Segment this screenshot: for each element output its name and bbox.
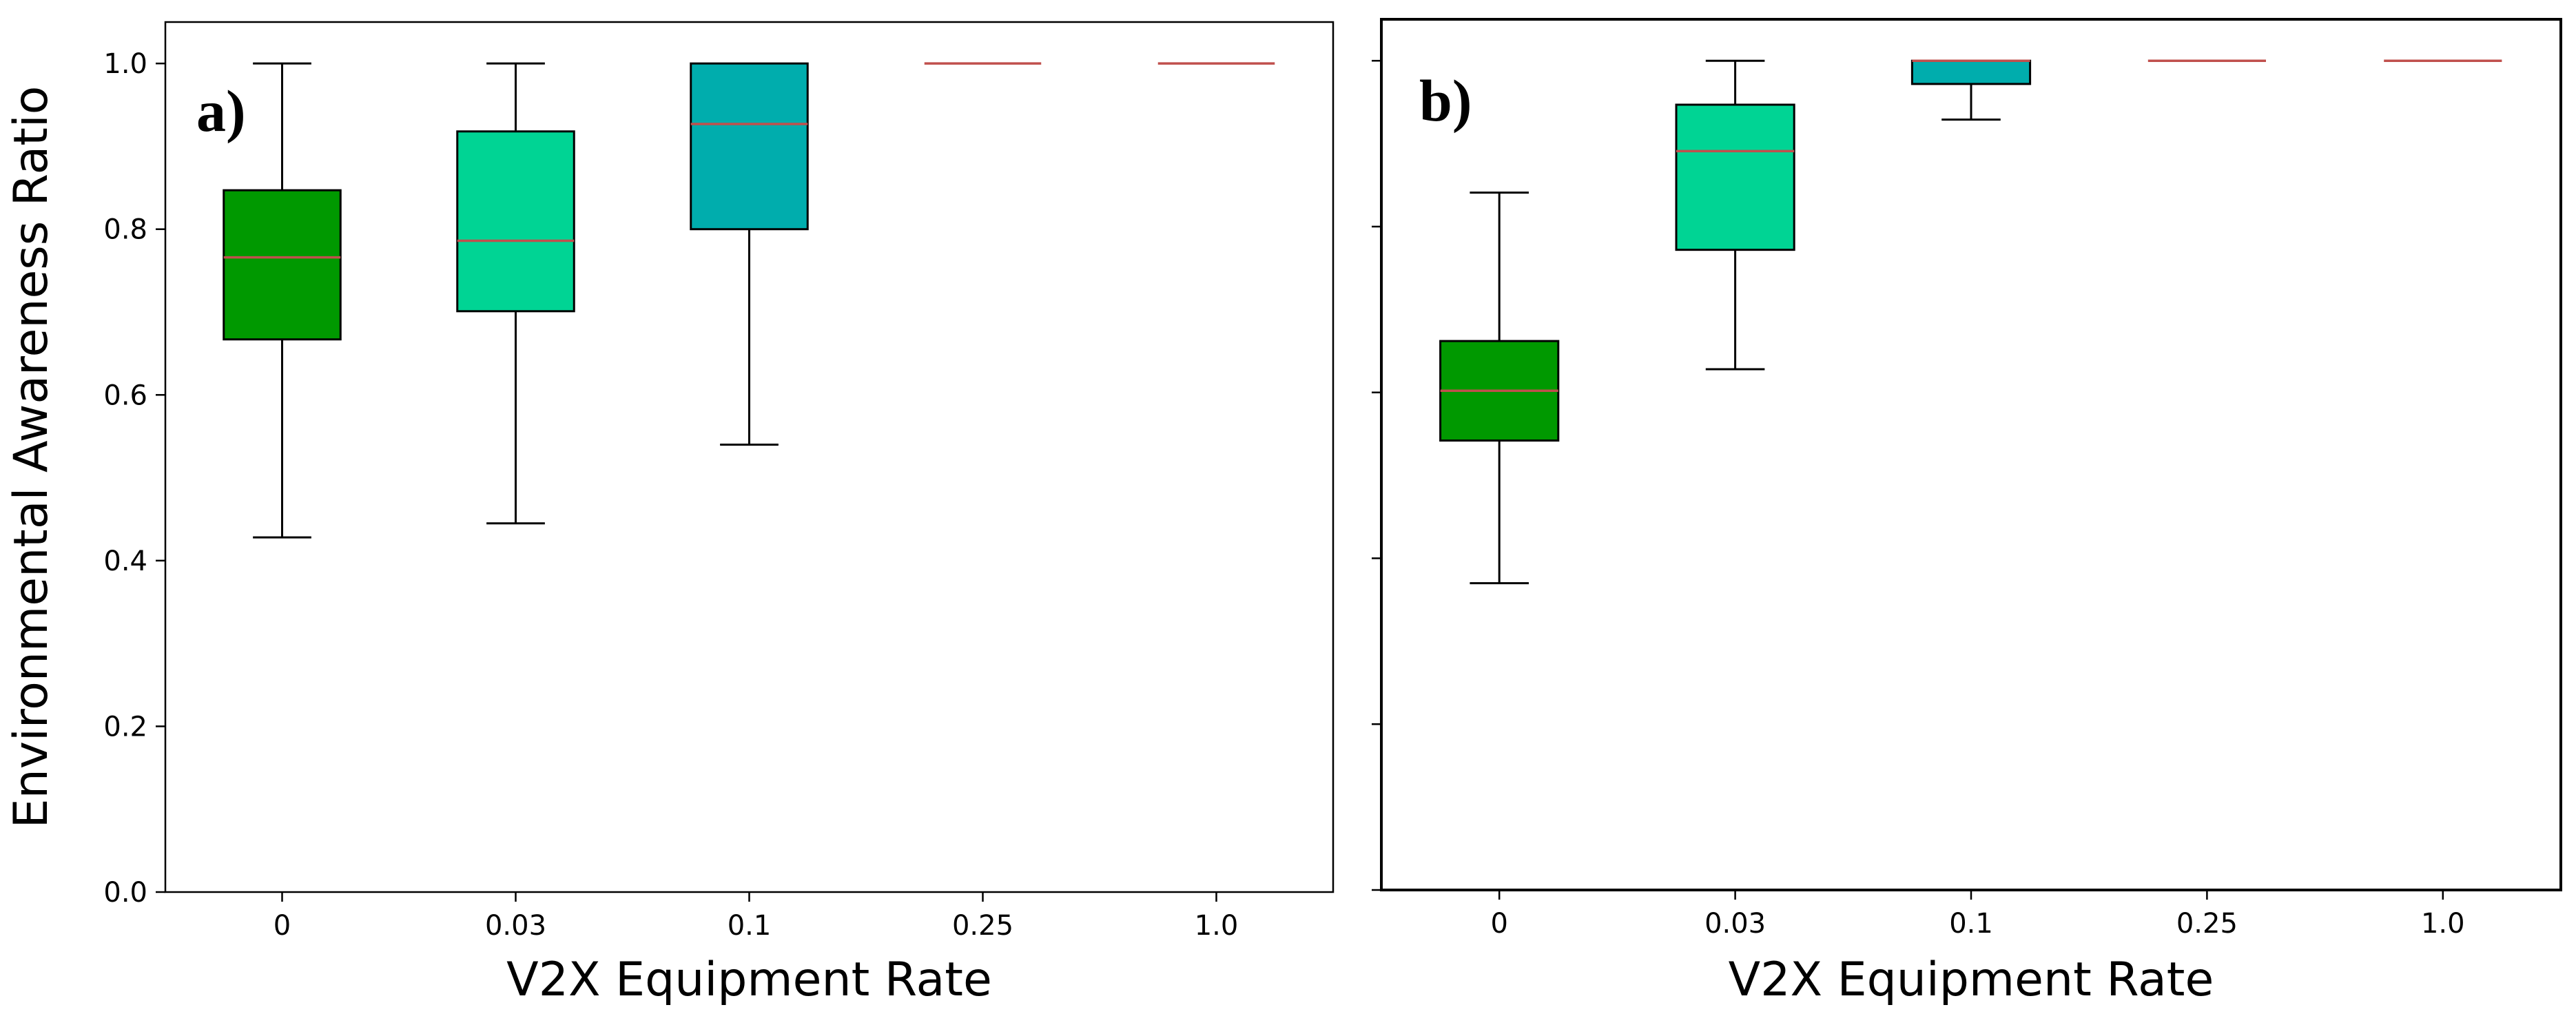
panel-a: 0.0 0.2 0.4 0.6 0.8 1.0 0 0.03 0.1 0.25 1.0 V2X Equ… [4,21,1335,1007]
x-tick-label: 1.0 [1195,910,1239,942]
box-body [456,130,575,313]
x-axis-label: V2X Equipment Rate [506,953,992,1007]
panel-b: 0 0.03 0.1 0.25 1.0 V2X Equipment Rate b) [1372,18,2562,1007]
box-0-03 [456,62,575,525]
panel-label: a) [196,78,246,144]
box-body [690,62,809,231]
box-body [1675,103,1795,251]
box-body [223,189,342,341]
panel-label: b) [1419,68,1472,134]
y-tick-label: 0.0 [103,877,147,909]
x-tick-label: 0.03 [1704,908,1766,940]
box-0-03 [1675,59,1795,371]
x-tick-label: 0 [274,910,291,942]
y-tick-label: 0.6 [103,380,147,411]
box-body [1910,59,2032,85]
y-tick-label: 0.2 [103,711,147,743]
y-tick-label: 0.4 [103,546,147,577]
y-tick-label: 0.8 [103,214,147,246]
x-tick-label: 0.25 [952,910,1013,942]
y-tick-label: 1.0 [103,48,147,80]
x-tick-label: 0.03 [485,910,546,942]
x-tick-label: 0.1 [1949,908,1993,940]
x-tick-label: 1.0 [2421,908,2465,940]
x-axis-label: V2X Equipment Rate [1729,953,2214,1007]
box-0 [223,62,342,539]
box-0-1 [690,62,809,446]
y-axis-label: Environmental Awareness Ratio [4,86,59,829]
x-tick-label: 0.1 [728,910,772,942]
box-0-1 [1910,59,2032,121]
x-tick-label: 0 [1490,908,1507,940]
box-0 [1439,191,1560,585]
x-tick-label: 0.25 [2176,908,2238,940]
plot-frame [1380,18,2562,891]
